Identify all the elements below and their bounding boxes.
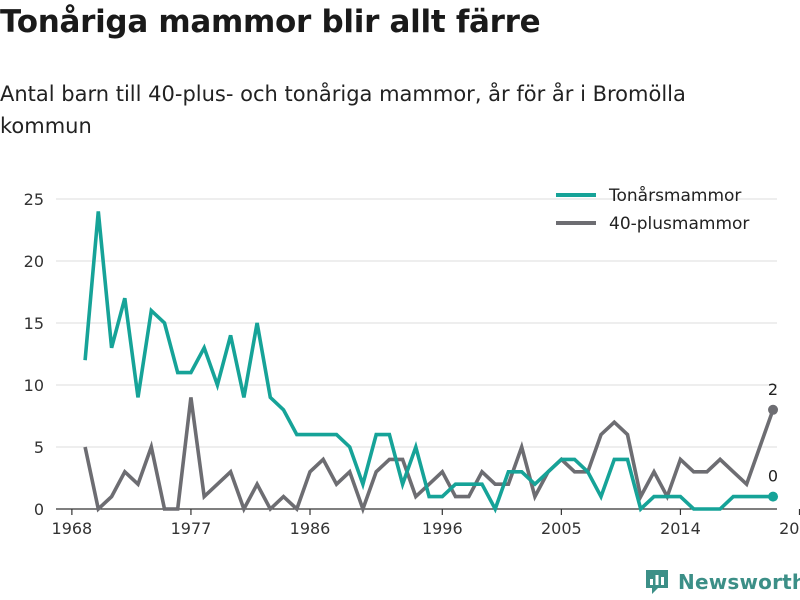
line-chart: 0 5 10 15 20 25 1968 1977 1986 1996 2005 2014 2023 0 2… <box>24 185 800 538</box>
end-value-label: 2 <box>768 380 778 399</box>
chart-subtitle: Antal barn till 40-plus- och tonåriga ma… <box>0 82 686 138</box>
x-tick-label: 1996 <box>422 519 463 538</box>
series-line <box>83 211 773 514</box>
x-tick-label: 2005 <box>541 519 582 538</box>
series-end-point <box>768 404 779 415</box>
series-line <box>83 397 775 515</box>
legend-label: Tonårsmammor <box>608 185 741 206</box>
legend-label: 40-plusmammor <box>609 214 749 234</box>
y-tick-label: 15 <box>24 314 44 333</box>
newsworthy-logo-icon <box>646 570 668 594</box>
y-tick-label: 0 <box>34 500 44 519</box>
y-tick-label: 25 <box>24 190 44 209</box>
x-tick-label: 2023 <box>779 519 800 538</box>
brand-logo: Newsworthy <box>644 568 800 596</box>
y-tick-label: 5 <box>34 438 44 457</box>
x-tick-label: 2014 <box>660 519 701 538</box>
x-tick-label: 1977 <box>171 519 212 538</box>
x-tick-label: 1986 <box>290 519 331 538</box>
series-end-point <box>768 491 779 502</box>
chart-title: Tonåriga mammor blir allt färre <box>0 4 541 40</box>
x-tick-label: 1968 <box>52 519 93 538</box>
end-value-label: 0 <box>768 467 778 486</box>
y-tick-label: 10 <box>24 376 44 395</box>
brand-name: Newsworthy <box>678 570 800 594</box>
y-tick-label: 20 <box>24 252 44 271</box>
